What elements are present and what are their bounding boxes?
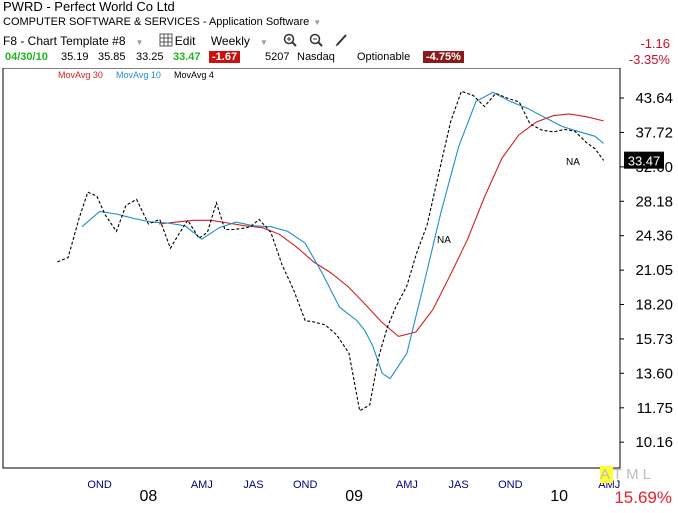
x-tick-label: OND bbox=[293, 479, 318, 491]
legend-item: MovAvg 30 bbox=[58, 70, 103, 80]
x-tick-label: AMJ bbox=[396, 479, 418, 491]
pencil-icon bbox=[335, 34, 347, 47]
zoom-out-icon bbox=[309, 33, 323, 47]
x-tick-label: JAS bbox=[449, 479, 469, 491]
toolbar: F8 - Chart Template #8 ▼ Edit Weekly ▼ bbox=[3, 33, 356, 48]
template-label: F8 - Chart Template #8 bbox=[3, 34, 126, 48]
chart-header: PWRD - Perfect World Co Ltd COMPUTER SOF… bbox=[0, 0, 678, 68]
x-tick-label: OND bbox=[498, 479, 523, 491]
y-tick-label: 13.60 bbox=[635, 365, 673, 382]
x-year-label: 08 bbox=[140, 488, 158, 505]
quote-open: 35.19 bbox=[61, 51, 89, 63]
last-price-label: 33.47 bbox=[628, 154, 661, 169]
quote-change: -1.67 bbox=[209, 51, 241, 63]
quote-low: 33.25 bbox=[136, 51, 164, 63]
grid-icon bbox=[159, 33, 173, 47]
series-line-ma10 bbox=[81, 91, 604, 380]
dropdown-arrow-icon: ▼ bbox=[259, 38, 268, 47]
symbol-title: PWRD - Perfect World Co Ltd bbox=[3, 0, 175, 14]
industry-label: COMPUTER SOFTWARE & SERVICES - Applicati… bbox=[3, 16, 310, 28]
price-chart[interactable]: 43.6437.7232.6028.1824.3621.0518.2015.73… bbox=[0, 68, 678, 513]
y-tick-label: 11.75 bbox=[637, 400, 673, 417]
rs-change: -4.75% bbox=[423, 51, 464, 63]
atml-a: A bbox=[600, 466, 613, 483]
quote-close: 33.47 bbox=[173, 51, 201, 63]
atml-t: T bbox=[612, 466, 627, 483]
plot-frame bbox=[2, 68, 621, 469]
y-tick-label: 10.16 bbox=[635, 434, 673, 451]
y-tick-label: 24.36 bbox=[635, 228, 673, 245]
atml-m: M bbox=[626, 466, 643, 483]
atml-indicator: ATML bbox=[600, 466, 655, 483]
dropdown-arrow-icon: ▼ bbox=[135, 38, 144, 47]
quote-exchange: Nasdaq bbox=[297, 51, 335, 63]
series-line-ma30 bbox=[159, 113, 604, 338]
quote-volume: 5207 bbox=[265, 51, 290, 63]
optionable-label: Optionable bbox=[357, 51, 411, 63]
y-tick-label: 43.64 bbox=[635, 90, 673, 107]
quote-line: 04/30/10 35.19 35.85 33.25 33.47 -1.67 5… bbox=[3, 51, 473, 66]
dropdown-arrow-icon: ▼ bbox=[313, 18, 322, 27]
zoom-in-icon bbox=[283, 33, 297, 47]
x-tick-label: AMJ bbox=[191, 479, 213, 491]
draw-button[interactable] bbox=[334, 34, 350, 48]
x-year-label: 09 bbox=[345, 488, 363, 505]
last-price-box bbox=[624, 151, 664, 169]
x-tick-label: JAS bbox=[243, 479, 263, 491]
industry-selector[interactable]: COMPUTER SOFTWARE & SERVICES - Applicati… bbox=[3, 16, 321, 28]
change-absolute: -1.16 bbox=[640, 36, 670, 51]
y-tick-label: 18.20 bbox=[635, 296, 673, 313]
series-line-ma4 bbox=[57, 90, 605, 412]
y-tick-label: 21.05 bbox=[635, 262, 673, 279]
gain-percent: 15.69% bbox=[614, 488, 672, 507]
zoom-in-button[interactable] bbox=[283, 33, 299, 48]
x-year-label: 10 bbox=[550, 488, 568, 505]
na-annotation: NA bbox=[566, 157, 580, 168]
y-tick-label: 15.73 bbox=[635, 331, 673, 348]
quote-date: 04/30/10 bbox=[5, 51, 48, 63]
x-tick-label: OND bbox=[87, 479, 112, 491]
legend-item: MovAvg 4 bbox=[174, 70, 214, 80]
legend-item: MovAvg 10 bbox=[116, 70, 161, 80]
zoom-out-button[interactable] bbox=[309, 33, 325, 48]
period-selector[interactable]: Weekly ▼ bbox=[211, 34, 274, 48]
na-annotation: NA bbox=[437, 235, 451, 246]
y-tick-label: 37.72 bbox=[635, 124, 673, 141]
y-tick-label: 28.18 bbox=[635, 193, 673, 210]
quote-high: 35.85 bbox=[98, 51, 126, 63]
atml-l: L bbox=[642, 466, 655, 483]
template-selector[interactable]: F8 - Chart Template #8 ▼ bbox=[3, 34, 149, 48]
period-label: Weekly bbox=[210, 34, 250, 48]
change-percent: -3.35% bbox=[628, 52, 670, 67]
edit-label: Edit bbox=[174, 34, 196, 48]
edit-button[interactable]: Edit bbox=[159, 33, 202, 48]
